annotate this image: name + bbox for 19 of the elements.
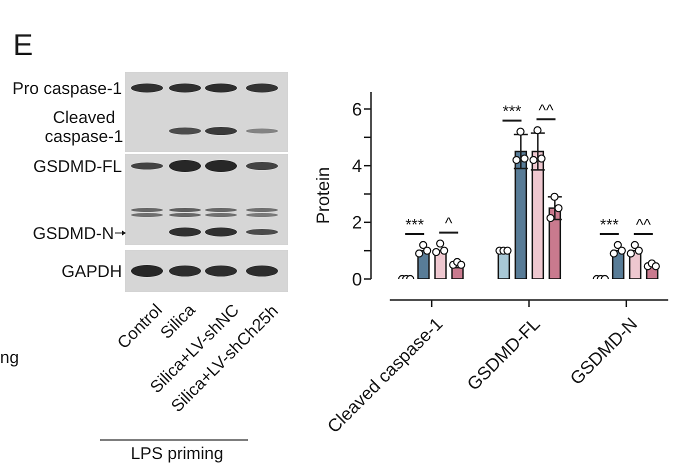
text: E: [13, 29, 34, 62]
text: ng: [0, 348, 19, 366]
y-tick-label: 4: [352, 156, 362, 176]
annotation: ***: [405, 217, 424, 234]
text: GSDMD-N: [32, 224, 114, 242]
annotation: ***: [600, 217, 619, 234]
annotation: ^^: [538, 102, 554, 120]
text: GSDMD-FL: [33, 156, 122, 176]
y-tick-label: 6: [352, 99, 362, 120]
y-axis-title: Protein: [313, 166, 333, 224]
text: Cleaved caspase-1: [44, 108, 124, 146]
y-tick-label: 0: [352, 269, 362, 290]
text: LPS priming: [130, 444, 224, 462]
text: GAPDH: [62, 262, 122, 280]
y-tick-label: 2: [352, 212, 362, 233]
text: Pro caspase-1: [12, 78, 122, 98]
annotation: ^: [444, 216, 453, 233]
annotation: ***: [502, 104, 522, 121]
annotation: ^^: [636, 217, 652, 234]
